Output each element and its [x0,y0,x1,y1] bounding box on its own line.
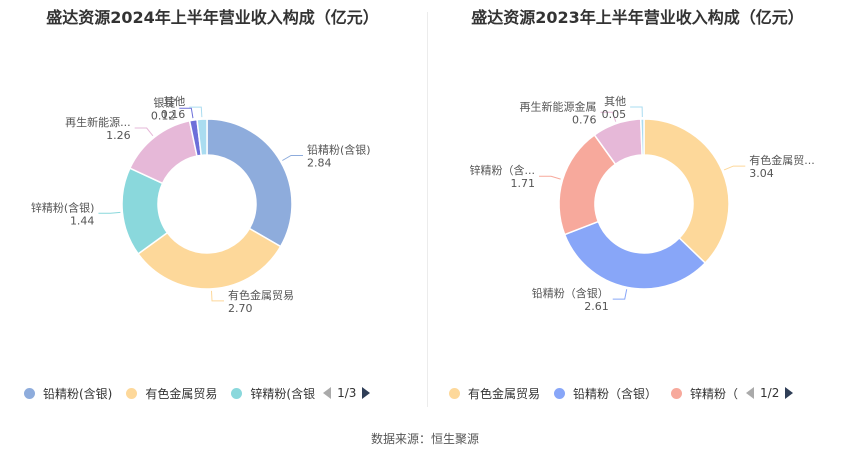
legend-marker [554,387,566,399]
label-leader-line [600,111,617,122]
donut-slice[interactable] [563,220,707,290]
slice-label: 再生新能源... [65,115,131,129]
panel-divider [427,12,428,407]
label-leader-line [134,127,154,137]
label-leader-line [189,106,203,118]
slice-label: 铅精粉（含银） [532,286,609,300]
legend-label: 锌精粉(含银 [250,386,316,401]
legend-item[interactable]: 锌精粉（ [671,385,738,402]
chart-panel-2023: 盛达资源2023年上半年营业收入构成（亿元） 有色金属贸... 3.04 铅精粉（含… [425,0,850,420]
label-leader-line [282,155,304,161]
legend-item[interactable]: 铅精粉（含银） [554,385,657,402]
slice-value-label: 0.05 [602,108,627,121]
next-page-icon[interactable] [785,387,794,399]
label-leader-line [612,289,628,300]
label-leader-line [723,165,746,171]
slice-label: 有色金属贸易 [228,288,294,302]
legend-marker [24,387,35,399]
donut-chart: 有色金属贸...3.04 铅精粉（含银）2.61 锌精粉（含...1.71 再生新能源… [470,95,815,313]
legend-marker [231,387,243,399]
legend-marker [449,387,460,399]
donut-slice[interactable] [639,118,645,156]
chart-panel-2024: 盛达资源2024年上半年营业收入构成（亿元） 铅精粉(含银) 2.84 有色金属贸易… [0,0,425,420]
legend-pager: 1/2 [742,386,794,400]
label-leader-line [179,107,194,119]
legend-label: 铅精粉（含银） [573,386,658,401]
legend-item[interactable]: 有色金属贸易 [126,385,217,402]
slice-label: 银锭 [153,95,175,109]
slice-label: 铅精粉(含银) [307,143,371,157]
legend-item[interactable]: 锌精粉(含银 [231,385,315,402]
chart-legend: 有色金属贸易 铅精粉（含银） 锌精粉（ 1/2 [449,384,794,402]
chart-title: 盛达资源2023年上半年营业收入构成（亿元） [471,8,804,27]
chart-title: 盛达资源2024年上半年营业收入构成（亿元） [46,8,379,27]
legend-marker [671,387,683,399]
slice-label: 再生新能源金属 [520,99,597,113]
slice-value-label: 0.12 [151,109,176,122]
label-leader-line [539,175,561,180]
slice-label: 锌精粉（含... [470,163,536,177]
slice-label: 其他 [604,95,626,108]
next-page-icon[interactable] [362,387,371,399]
legend-pager: 1/3 [319,386,371,400]
slice-value-label: 0.16 [161,108,186,121]
legend-label: 铅精粉(含银) [43,386,113,401]
donut-slice[interactable] [643,118,730,265]
donut-slice[interactable] [206,118,293,248]
donut-slice[interactable] [137,227,282,290]
slice-value-label: 0.76 [572,113,597,126]
previous-page-icon[interactable] [746,387,755,399]
legend-label: 锌精粉（ [690,386,739,401]
chart-legend: 铅精粉(含银) 有色金属贸易 锌精粉(含银 1/3 [24,384,371,402]
data-source-note: 数据来源：恒生聚源 [370,432,479,446]
legend-item[interactable]: 有色金属贸易 [449,385,540,402]
label-leader-line [98,211,121,214]
label-leader-line [210,290,225,302]
legend-marker [126,387,138,399]
slice-value-label: 2.70 [228,302,253,315]
slice-label: 其他 [163,95,185,108]
label-leader-line [630,106,643,118]
legend-label: 有色金属贸易 [468,386,541,401]
slice-label: 有色金属贸... [749,153,815,167]
slice-value-label: 1.26 [106,129,131,142]
slice-value-label: 2.84 [307,157,332,170]
previous-page-icon[interactable] [323,387,332,399]
legend-label: 有色金属贸易 [145,386,218,401]
slice-value-label: 3.04 [749,167,774,180]
legend-item[interactable]: 铅精粉(含银) [24,385,112,402]
legend-page-indicator: 1/2 [760,386,780,400]
slice-value-label: 1.44 [70,214,95,227]
donut-slice[interactable] [196,118,208,157]
slice-value-label: 2.61 [584,300,609,313]
legend-page-indicator: 1/3 [337,386,357,400]
slice-label: 锌精粉(含银) [31,200,95,214]
slice-value-label: 1.71 [511,177,536,190]
